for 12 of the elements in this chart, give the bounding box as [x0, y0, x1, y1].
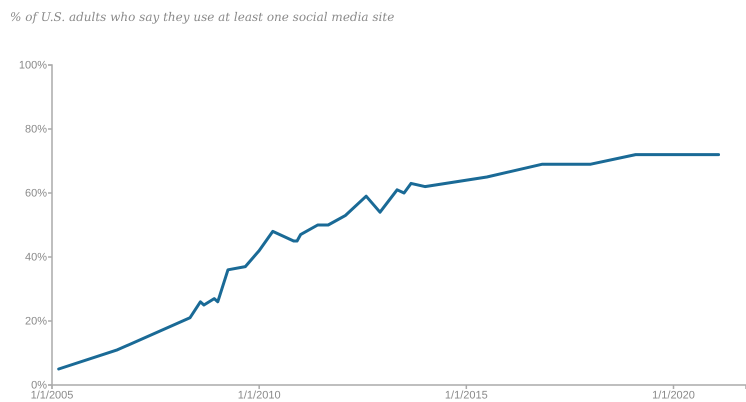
- y-tick-label: 80%: [24, 124, 48, 136]
- y-tick-label: 60%: [24, 188, 48, 200]
- x-tick-label: 1/1/2010: [238, 390, 281, 402]
- y-tick-label: 20%: [24, 316, 48, 328]
- y-tick-label: 100%: [18, 60, 48, 72]
- x-tick-label: 1/1/2005: [30, 390, 74, 402]
- x-tick-label: 1/1/2015: [444, 390, 488, 402]
- line-series: [57, 153, 720, 370]
- y-tick-label: 0%: [31, 380, 48, 392]
- x-tick-label: 1/1/2020: [652, 390, 695, 402]
- chart-title: % of U.S. adults who say they use at least one social media site: [10, 10, 394, 24]
- y-tick-label: 40%: [24, 252, 48, 264]
